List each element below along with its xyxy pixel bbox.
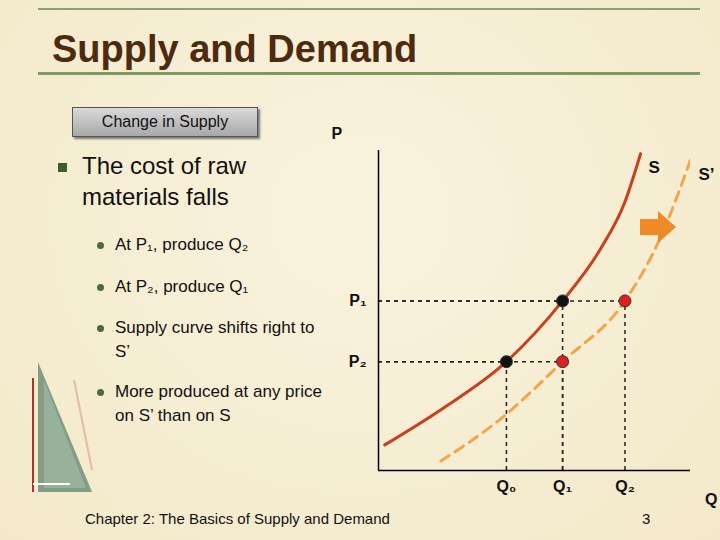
svg-text:S: S xyxy=(649,158,660,177)
html-text:Supply and Demand: Supply and Demand xyxy=(52,28,418,70)
html-text:Change in Supply: Change in Supply xyxy=(101,113,229,130)
html-text:3: 3 xyxy=(642,510,651,527)
svg-text:Q₀: Q₀ xyxy=(497,478,517,495)
svg-text:Q₂: Q₂ xyxy=(615,478,635,495)
svg-text:P₁: P₁ xyxy=(349,292,367,309)
html-text:The cost of raw materials fall: The cost of raw materials falls xyxy=(82,152,247,210)
svg-text:S’: S’ xyxy=(699,165,715,184)
html-text:More produced at any price on: More produced at any price on S’ than on… xyxy=(115,382,322,425)
svg-text:Q₁: Q₁ xyxy=(553,478,572,495)
svg-text:P: P xyxy=(332,125,343,142)
html-text:Supply curve shifts right to S: Supply curve shifts right to S’ xyxy=(115,318,315,361)
svg-text:Q: Q xyxy=(705,491,717,508)
svg-text:P₂: P₂ xyxy=(349,353,367,370)
html-text:At P₁, produce Q₂: At P₁, produce Q₂ xyxy=(115,235,249,254)
html-text:At P₂, produce Q₁: At P₂, produce Q₁ xyxy=(115,277,249,296)
html-text:Chapter 2: The Basics of Suppl: Chapter 2: The Basics of Supply and Dema… xyxy=(85,510,390,527)
